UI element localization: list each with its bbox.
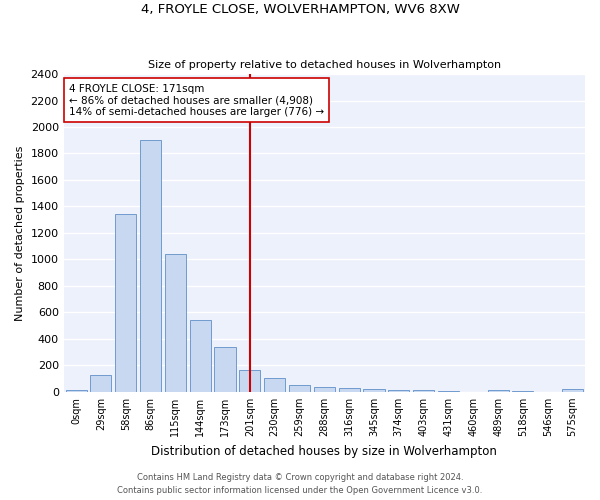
Bar xyxy=(289,384,310,392)
Text: 4 FROYLE CLOSE: 171sqm
← 86% of detached houses are smaller (4,908)
14% of semi-: 4 FROYLE CLOSE: 171sqm ← 86% of detached… xyxy=(69,84,324,117)
Bar xyxy=(364,389,385,392)
Title: Size of property relative to detached houses in Wolverhampton: Size of property relative to detached ho… xyxy=(148,60,501,70)
Text: Contains HM Land Registry data © Crown copyright and database right 2024.
Contai: Contains HM Land Registry data © Crown c… xyxy=(118,474,482,495)
Bar xyxy=(264,378,285,392)
X-axis label: Distribution of detached houses by size in Wolverhampton: Distribution of detached houses by size … xyxy=(151,444,497,458)
Bar xyxy=(115,214,136,392)
Bar xyxy=(338,388,360,392)
Bar xyxy=(314,387,335,392)
Bar xyxy=(388,390,409,392)
Bar xyxy=(165,254,186,392)
Text: 4, FROYLE CLOSE, WOLVERHAMPTON, WV6 8XW: 4, FROYLE CLOSE, WOLVERHAMPTON, WV6 8XW xyxy=(140,2,460,16)
Bar xyxy=(239,370,260,392)
Bar xyxy=(488,390,509,392)
Bar xyxy=(140,140,161,392)
Bar xyxy=(91,376,112,392)
Bar xyxy=(512,391,533,392)
Y-axis label: Number of detached properties: Number of detached properties xyxy=(15,145,25,320)
Bar xyxy=(413,390,434,392)
Bar xyxy=(190,320,211,392)
Bar xyxy=(214,347,236,392)
Bar xyxy=(562,389,583,392)
Bar xyxy=(438,391,459,392)
Bar xyxy=(65,390,86,392)
